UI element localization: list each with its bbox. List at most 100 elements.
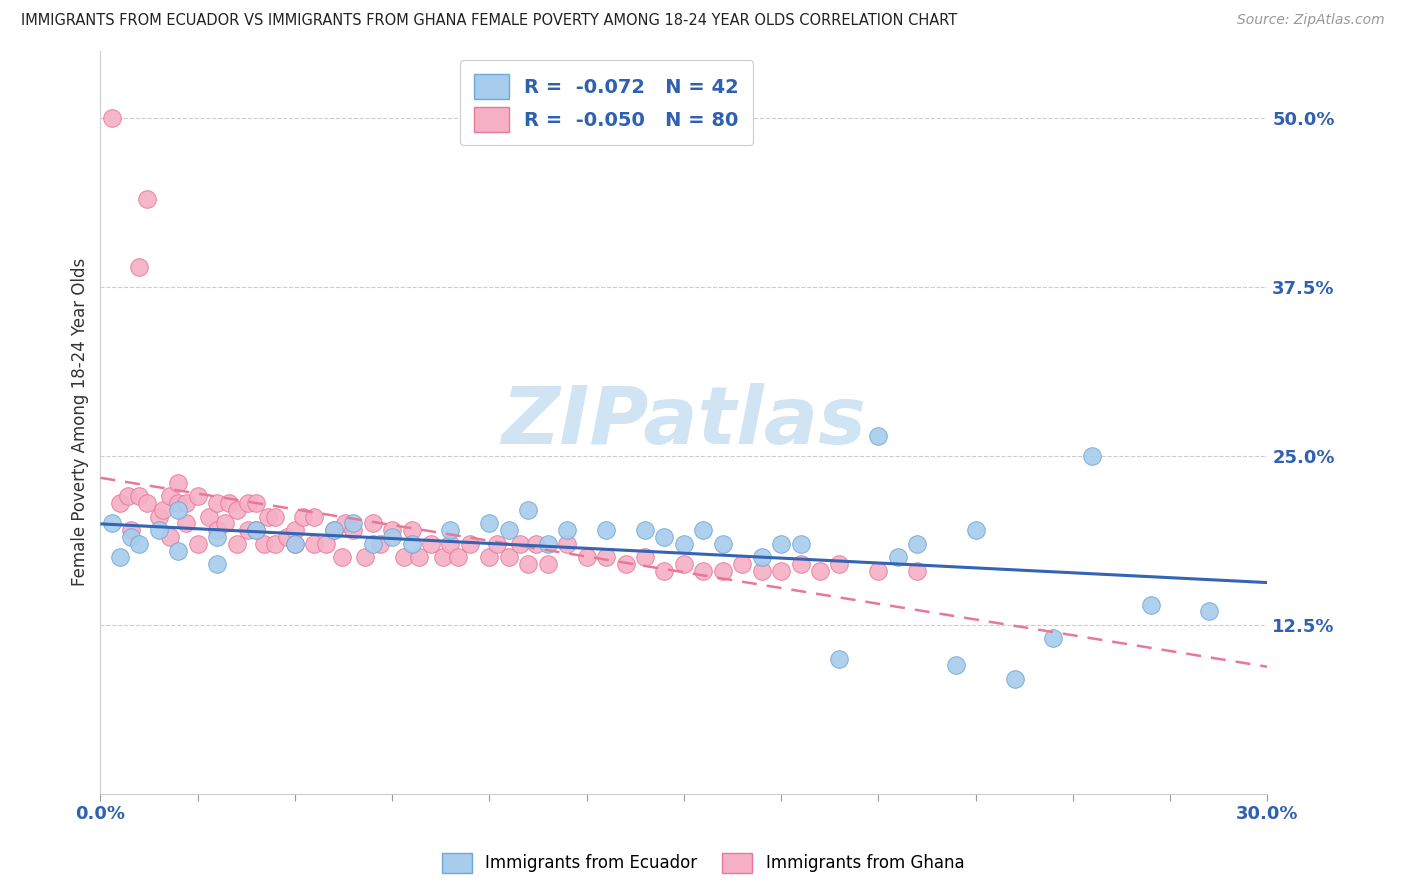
Point — [174, 496, 197, 510]
Point — [401, 523, 423, 537]
Point — [478, 550, 501, 565]
Point — [264, 537, 287, 551]
Point — [965, 523, 987, 537]
Point — [245, 523, 267, 537]
Point — [121, 530, 143, 544]
Point — [136, 192, 159, 206]
Point — [595, 550, 617, 565]
Point — [264, 509, 287, 524]
Point — [304, 509, 326, 524]
Point — [789, 537, 811, 551]
Point — [284, 537, 307, 551]
Point — [128, 490, 150, 504]
Point — [121, 523, 143, 537]
Point — [420, 537, 443, 551]
Point — [408, 550, 430, 565]
Point — [498, 550, 520, 565]
Point — [381, 530, 404, 544]
Point — [361, 516, 384, 531]
Point — [828, 557, 851, 571]
Point — [905, 537, 928, 551]
Point — [634, 523, 657, 537]
Point — [770, 564, 793, 578]
Point — [342, 523, 364, 537]
Point — [205, 530, 228, 544]
Point — [692, 523, 714, 537]
Point — [245, 496, 267, 510]
Point — [751, 564, 773, 578]
Point — [751, 550, 773, 565]
Point — [276, 530, 298, 544]
Point — [439, 523, 461, 537]
Point — [304, 537, 326, 551]
Point — [1198, 604, 1220, 618]
Point — [101, 112, 124, 126]
Point — [354, 550, 377, 565]
Point — [205, 496, 228, 510]
Point — [253, 537, 276, 551]
Point — [322, 523, 344, 537]
Point — [322, 523, 344, 537]
Point — [167, 503, 190, 517]
Point — [218, 496, 240, 510]
Point — [214, 516, 236, 531]
Point — [595, 523, 617, 537]
Point — [101, 516, 124, 531]
Point — [401, 537, 423, 551]
Point — [672, 557, 695, 571]
Point — [868, 428, 890, 442]
Y-axis label: Female Poverty Among 18-24 Year Olds: Female Poverty Among 18-24 Year Olds — [72, 258, 89, 586]
Point — [575, 550, 598, 565]
Point — [330, 550, 353, 565]
Text: IMMIGRANTS FROM ECUADOR VS IMMIGRANTS FROM GHANA FEMALE POVERTY AMONG 18-24 YEAR: IMMIGRANTS FROM ECUADOR VS IMMIGRANTS FR… — [21, 13, 957, 29]
Point — [238, 523, 260, 537]
Text: ZIPatlas: ZIPatlas — [502, 384, 866, 461]
Point — [1042, 632, 1064, 646]
Legend: R =  -0.072   N = 42, R =  -0.050   N = 80: R = -0.072 N = 42, R = -0.050 N = 80 — [460, 61, 752, 145]
Point — [711, 537, 734, 551]
Text: Source: ZipAtlas.com: Source: ZipAtlas.com — [1237, 13, 1385, 28]
Point — [692, 564, 714, 578]
Point — [284, 537, 307, 551]
Point — [256, 509, 278, 524]
Point — [770, 537, 793, 551]
Point — [517, 557, 540, 571]
Point — [167, 496, 190, 510]
Point — [555, 523, 578, 537]
Legend: Immigrants from Ecuador, Immigrants from Ghana: Immigrants from Ecuador, Immigrants from… — [434, 847, 972, 880]
Point — [1139, 598, 1161, 612]
Point — [342, 516, 364, 531]
Point — [167, 475, 190, 490]
Point — [711, 564, 734, 578]
Point — [1004, 672, 1026, 686]
Point — [108, 550, 131, 565]
Point — [245, 523, 267, 537]
Point — [225, 537, 247, 551]
Point — [167, 543, 190, 558]
Point — [478, 516, 501, 531]
Point — [136, 496, 159, 510]
Point — [335, 516, 357, 531]
Point — [238, 496, 260, 510]
Point — [458, 537, 481, 551]
Point — [361, 537, 384, 551]
Point — [537, 557, 560, 571]
Point — [537, 537, 560, 551]
Point — [789, 557, 811, 571]
Point — [731, 557, 754, 571]
Point — [905, 564, 928, 578]
Point — [225, 503, 247, 517]
Point — [205, 557, 228, 571]
Point — [828, 651, 851, 665]
Point — [148, 509, 170, 524]
Point — [498, 523, 520, 537]
Point — [370, 537, 392, 551]
Point — [868, 564, 890, 578]
Point — [634, 550, 657, 565]
Point — [187, 490, 209, 504]
Point — [555, 537, 578, 551]
Point — [808, 564, 831, 578]
Point — [284, 523, 307, 537]
Point — [152, 503, 174, 517]
Point — [486, 537, 509, 551]
